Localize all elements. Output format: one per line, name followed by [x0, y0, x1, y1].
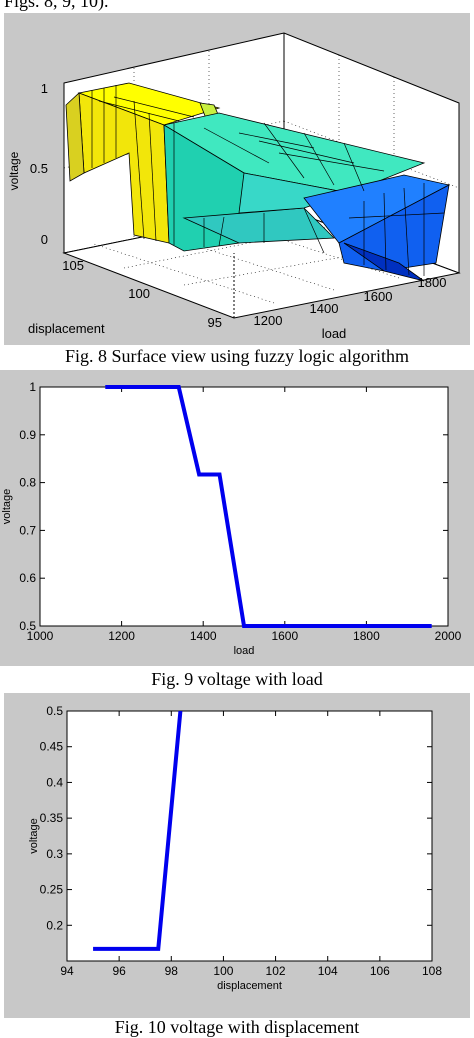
- fig9-ytick-label: 0.5: [19, 619, 36, 633]
- fig10-ytick-label: 0.25: [40, 883, 64, 897]
- fig9-ylabel: voltage: [1, 489, 13, 524]
- fig8-xtick-1200: 1200: [254, 313, 283, 328]
- fig8-xlabel: load: [322, 326, 347, 341]
- fig8-ztick-0.5: 0.5: [30, 161, 48, 176]
- fig9-xtick-label: 1400: [190, 629, 217, 643]
- fig9-xlabel: load: [234, 645, 255, 657]
- fig9-xtick-label: 1200: [108, 629, 135, 643]
- fig8-ztick-1: 1: [41, 81, 48, 96]
- fig8-xtick-1600: 1600: [364, 289, 393, 304]
- fig10-ytick-label: 0.45: [40, 740, 64, 754]
- fig8-xtick-1400: 1400: [310, 301, 339, 316]
- fig10-caption: Fig. 10 voltage with displacement: [0, 1017, 474, 1038]
- fig8-surface-plot: 1 0.5 0 voltage 105 100 95 displacement …: [4, 13, 470, 345]
- header-text: Figs. 8, 9, 10).: [4, 0, 109, 12]
- fig10-xtick-label: 100: [213, 964, 233, 978]
- fig9-xtick-label: 1600: [271, 629, 298, 643]
- fig9-ytick-label: 1: [29, 380, 36, 394]
- fig10-line-chart: 94 96 98 100 102 104 106 108 0.2 0.25 0.3 0.35 0.4 0.…: [4, 693, 470, 1018]
- fig10-ytick-label: 0.4: [46, 775, 63, 789]
- fig9-plot-area: [40, 387, 448, 626]
- fig10-ytick-label: 0.35: [40, 811, 64, 825]
- fig8-ytick-105: 105: [62, 258, 84, 273]
- fig8-ztick-0: 0: [41, 232, 48, 247]
- fig10-xtick-label: 108: [422, 964, 442, 978]
- fig9-xtick-label: 2000: [435, 629, 462, 643]
- fig8-caption: Fig. 8 Surface view using fuzzy logic al…: [0, 346, 474, 367]
- fig10-ylabel: voltage: [28, 818, 40, 853]
- fig10-xtick-label: 106: [370, 964, 390, 978]
- fig9-caption: Fig. 9 voltage with load: [0, 669, 474, 690]
- fig10-xtick-label: 94: [60, 964, 74, 978]
- fig10-ytick-label: 0.5: [46, 704, 63, 718]
- fig10-ytick-label: 0.3: [46, 847, 63, 861]
- fig10-plot-area: [67, 711, 432, 961]
- fig10-xtick-label: 96: [112, 964, 126, 978]
- fig10-xtick-label: 98: [165, 964, 179, 978]
- fig9-ytick-label: 0.6: [19, 571, 36, 585]
- fig8-ylabel: displacement: [28, 321, 105, 336]
- fig8-zlabel: voltage: [7, 151, 21, 190]
- fig10-ytick-label: 0.2: [46, 918, 63, 932]
- fig10-panel: 94 96 98 100 102 104 106 108 0.2 0.25 0.3 0.35 0.4 0.…: [4, 693, 470, 1018]
- fig10-xtick-label: 104: [318, 964, 338, 978]
- fig8-ytick-100: 100: [128, 286, 150, 301]
- fig10-xtick-label: 102: [266, 964, 286, 978]
- fig10-xlabel: displacement: [217, 980, 282, 992]
- fig9-ytick-label: 0.9: [19, 428, 36, 442]
- fig8-xtick-1800: 1800: [418, 275, 447, 290]
- fig8-ytick-95: 95: [208, 315, 222, 330]
- fig8-panel: 1 0.5 0 voltage 105 100 95 displacement …: [4, 13, 470, 345]
- fig9-xtick-label: 1800: [353, 629, 380, 643]
- fig9-ytick-label: 0.7: [19, 523, 36, 537]
- fig9-ytick-label: 0.8: [19, 476, 36, 490]
